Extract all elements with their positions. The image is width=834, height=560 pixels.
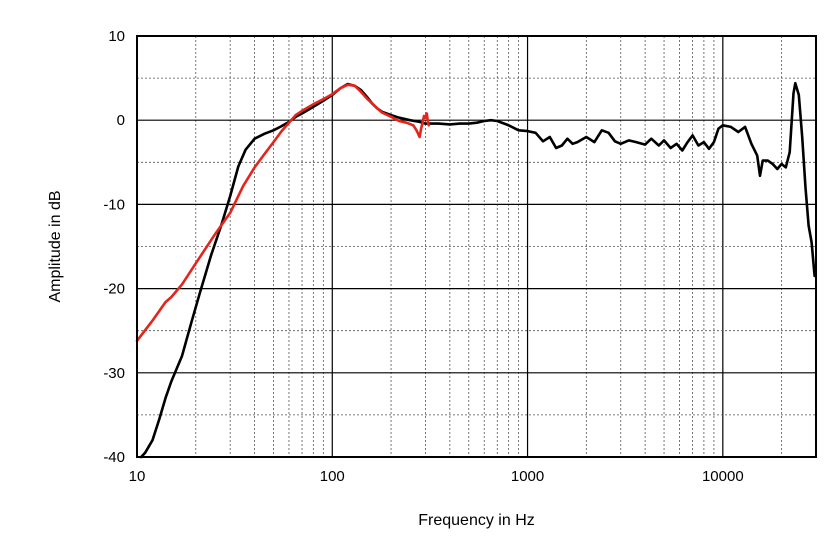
x-tick-label: 100 [320, 468, 345, 485]
y-tick-label: -20 [103, 281, 125, 298]
series-line-1 [139, 81, 816, 459]
chart-grid [136, 35, 817, 458]
x-tick-label: 10000 [702, 468, 744, 485]
y-axis-title: Amplitude in dB [47, 190, 64, 302]
y-tick-label: -40 [103, 449, 125, 466]
x-tick-label: 1000 [511, 468, 544, 485]
x-tick-label: 10 [129, 468, 146, 485]
x-axis-title: Frequency in Hz [418, 512, 535, 529]
series-line-2 [135, 83, 431, 343]
y-tick-label: 0 [117, 112, 125, 129]
y-tick-label: 10 [108, 28, 125, 45]
plot-frame [136, 35, 817, 458]
y-tick-label: -30 [103, 365, 125, 382]
y-tick-label: -10 [103, 196, 125, 213]
chart-series-group [135, 81, 816, 459]
